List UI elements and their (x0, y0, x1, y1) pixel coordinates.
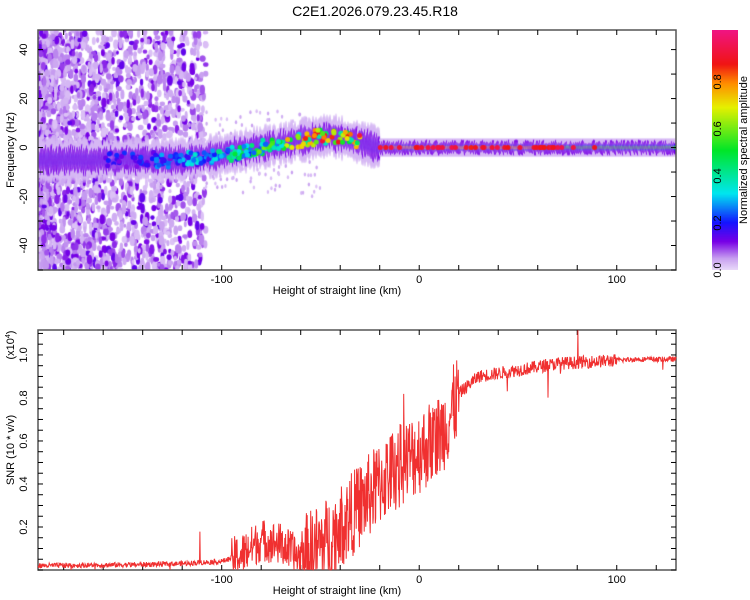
spectrogram-x-tick-label: 100 (608, 274, 626, 286)
snr-scale-label: (x104) (5, 331, 17, 360)
spectrogram-heatmap (38, 30, 676, 270)
spectrogram-y-tick-label: 20 (18, 92, 30, 104)
colorbar-tick-label: 0.4 (712, 168, 724, 183)
snr-series-line (37, 330, 677, 571)
chart-title: C2E1.2026.079.23.45.R18 (292, 3, 458, 19)
spectrogram-y-axis-label: Frequency (Hz) (5, 112, 17, 188)
snr-x-tick-label: -100 (211, 574, 233, 586)
colorbar-tick-label: 0.0 (712, 262, 724, 277)
spectrogram-plot-frame (37, 29, 677, 271)
snr-scale-exponent: 4 (5, 334, 12, 338)
spectrogram-y-tick-label: 0 (18, 144, 30, 150)
spectrogram-y-tick-label: -20 (18, 189, 30, 205)
spectrogram-y-tick-label: 40 (18, 43, 30, 55)
snr-y-tick-label: 0.6 (18, 433, 30, 448)
snr-x-tick-label: 0 (416, 574, 422, 586)
snr-x-axis-label: Height of straight line (km) (273, 585, 401, 597)
colorbar-tick-label: 0.6 (712, 121, 724, 136)
spectrogram-y-tick-label: -40 (18, 238, 30, 254)
snr-plot-frame (37, 329, 677, 571)
colorbar-tick-label: 0.8 (712, 74, 724, 89)
snr-y-tick-label: 1.0 (18, 347, 30, 362)
spectrogram-x-tick-label: 0 (416, 274, 422, 286)
colorbar-label: Normalized spectral amplitude (738, 76, 750, 224)
spectrogram-x-tick-label: -100 (211, 274, 233, 286)
snr-y-tick-label: 0.2 (18, 519, 30, 534)
snr-y-tick-label: 0.8 (18, 390, 30, 405)
snr-scale-close: ) (5, 331, 17, 335)
snr-y-axis-label: SNR (10 * v/v) (5, 415, 17, 485)
spectrogram-x-axis-label: Height of straight line (km) (273, 285, 401, 297)
snr-x-tick-label: 100 (608, 574, 626, 586)
colorbar-tick-label: 0.2 (712, 215, 724, 230)
snr-y-tick-label: 0.4 (18, 476, 30, 491)
colorbar (712, 30, 738, 270)
